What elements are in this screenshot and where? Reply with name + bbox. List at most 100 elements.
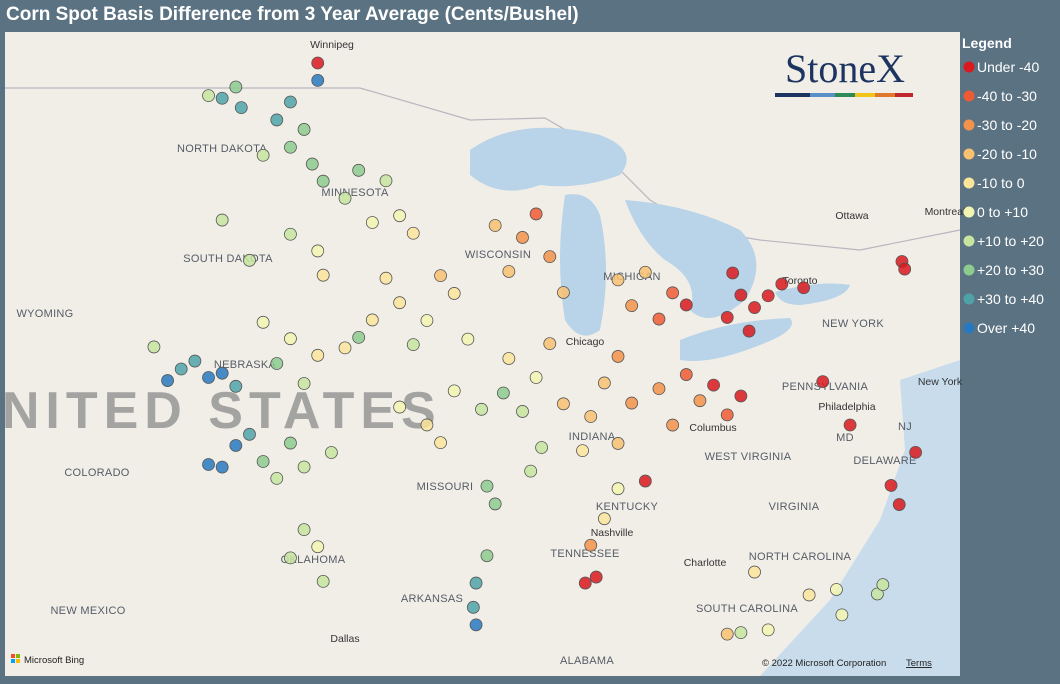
basis-point (693, 394, 707, 408)
basis-point (679, 298, 693, 312)
legend-label: Over +40 (977, 320, 1035, 336)
basis-point (284, 332, 297, 346)
basis-point (147, 340, 161, 354)
basis-point (284, 95, 297, 109)
basis-point (898, 262, 912, 276)
city-label: Montreal (925, 206, 966, 218)
region-label: NJ (898, 421, 912, 433)
legend-label: -30 to -20 (977, 117, 1037, 133)
basis-point (884, 479, 898, 492)
basis-point (502, 265, 516, 278)
city-label: Charlotte (684, 557, 727, 569)
footer: Microsoft Bing © 2022 Microsoft Corporat… (11, 654, 932, 669)
basis-point (243, 253, 256, 267)
basis-point (816, 375, 830, 389)
legend-label: 0 to +10 (977, 204, 1028, 220)
basis-point (720, 408, 734, 422)
basis-point (488, 497, 502, 511)
legend-label: Under -40 (977, 59, 1039, 75)
basis-point (284, 140, 297, 154)
region-label: SOUTH DAKOTA (183, 253, 273, 265)
basis-point (734, 626, 748, 640)
basis-point (584, 538, 598, 552)
legend-swatch (963, 90, 975, 102)
basis-point (666, 286, 680, 300)
basis-point (379, 174, 393, 188)
basis-point (461, 332, 475, 346)
legend-swatch (963, 61, 975, 73)
legend-label: -10 to 0 (977, 175, 1025, 191)
basemap (5, 32, 961, 676)
basis-point (666, 418, 680, 432)
basis-point (797, 281, 811, 295)
region-label: COLORADO (64, 467, 129, 479)
region-label: NEBRASKA (214, 359, 277, 371)
legend-swatch (963, 264, 975, 276)
legend: Under -40 -40 to -30 -30 to -20 -20 to -10 -… (963, 59, 1044, 336)
basis-point (480, 549, 494, 563)
basis-point (406, 338, 420, 352)
basis-point (748, 565, 761, 579)
basis-point (284, 227, 297, 241)
basis-point (393, 296, 407, 310)
basis-point (516, 405, 529, 418)
basis-point (469, 576, 483, 590)
legend-swatch (963, 148, 975, 160)
basis-point (679, 368, 693, 381)
basis-point (625, 299, 639, 313)
basis-point (365, 216, 379, 229)
basis-point (316, 174, 330, 188)
basis-point (284, 436, 297, 450)
basis-point (297, 523, 311, 537)
basis-point (611, 437, 625, 450)
basis-point (611, 350, 625, 363)
basis-point (420, 418, 434, 432)
basis-point (316, 575, 330, 588)
basis-point (393, 400, 407, 414)
city-label: Nashville (591, 527, 634, 539)
legend-title: Legend (962, 35, 1012, 51)
basis-point (297, 123, 311, 136)
basis-point (557, 286, 570, 299)
title: Corn Spot Basis Difference from 3 Year A… (6, 4, 579, 25)
basis-point (843, 418, 857, 432)
basis-point (775, 277, 789, 291)
basis-point (420, 314, 434, 327)
basis-point (543, 337, 557, 351)
basis-point (270, 471, 284, 485)
basis-point (720, 311, 734, 324)
region-label: UNITED STATES (0, 382, 442, 440)
basis-point (352, 330, 366, 344)
basis-point (466, 600, 480, 614)
basis-point (229, 80, 243, 94)
legend-label: -20 to -10 (977, 146, 1037, 162)
basis-point (270, 357, 284, 370)
legend-swatch (963, 235, 975, 247)
basis-point (305, 157, 319, 171)
basis-point (469, 618, 483, 632)
region-label: ALABAMA (560, 655, 614, 667)
region-label: MISSOURI (417, 481, 474, 493)
basis-point (393, 209, 407, 223)
basis-point (256, 148, 270, 162)
basis-point (638, 474, 652, 488)
city-label: Ottawa (835, 210, 868, 222)
basis-points (147, 56, 922, 641)
basis-point (516, 231, 529, 244)
basis-point (297, 460, 311, 474)
basis-point (379, 271, 393, 285)
basis-point (502, 352, 516, 365)
basis-point (734, 389, 748, 403)
region-label: NEW MEXICO (50, 605, 125, 617)
city-label: Columbus (689, 422, 736, 434)
city-label: Toronto (782, 275, 817, 287)
legend-swatch (963, 322, 975, 334)
basis-point (311, 56, 325, 70)
basis-point (434, 436, 447, 450)
basis-point (447, 384, 461, 398)
region-label: VIRGINIA (769, 501, 820, 513)
terms-link[interactable]: Terms (906, 658, 932, 669)
basis-point (406, 226, 420, 240)
